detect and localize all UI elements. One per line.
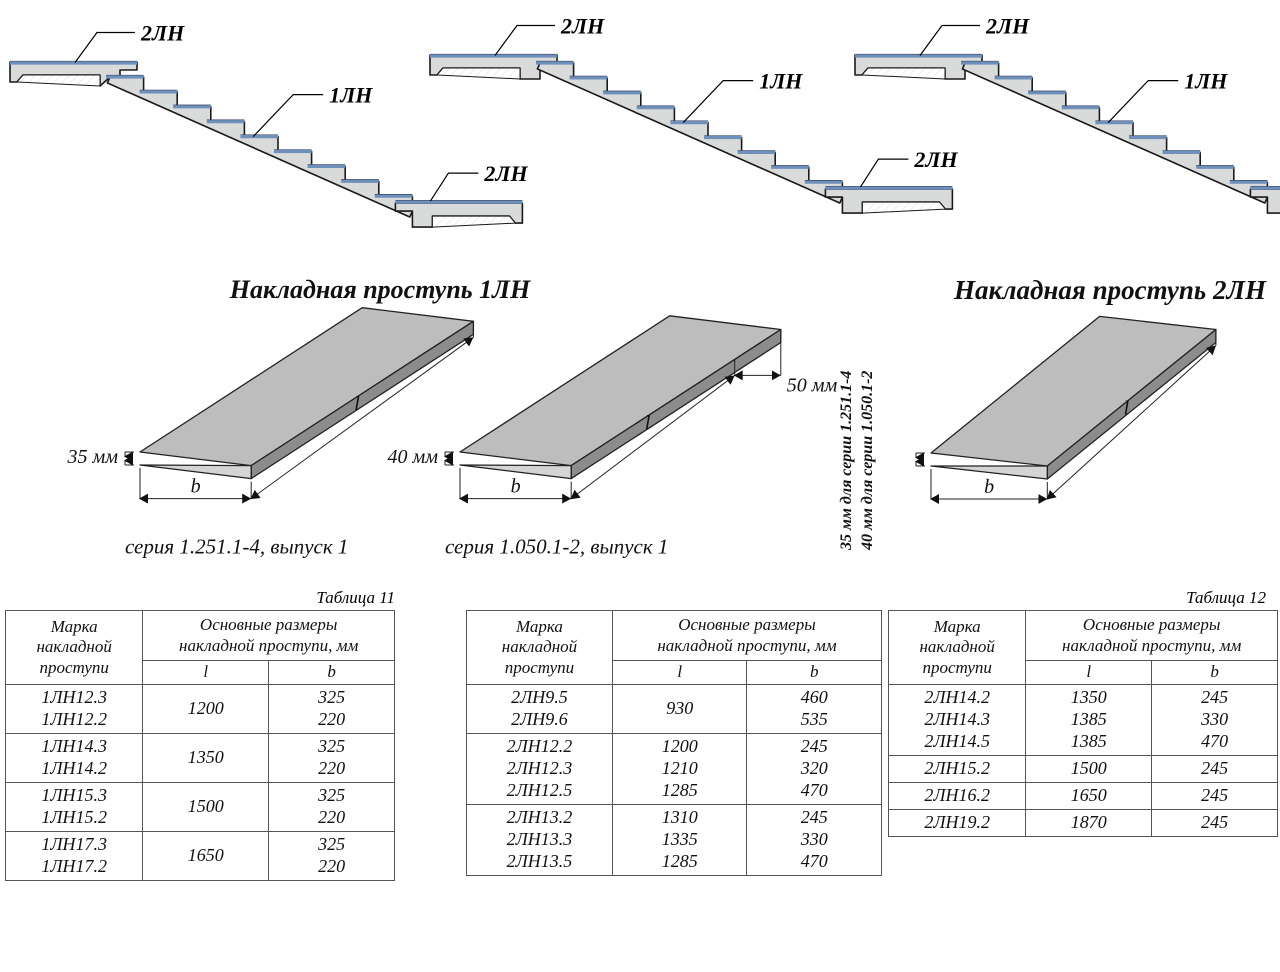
svg-text:b: b [191, 476, 201, 498]
svg-text:2ЛН: 2ЛН [913, 147, 958, 172]
svg-text:b: b [984, 476, 994, 498]
svg-text:35 мм: 35 мм [66, 446, 118, 468]
svg-text:l: l [1124, 397, 1130, 419]
svg-text:серия 1.251.1-4, выпуск 1: серия 1.251.1-4, выпуск 1 [125, 535, 348, 559]
svg-text:1ЛН: 1ЛН [759, 69, 803, 94]
svg-text:1ЛН: 1ЛН [329, 83, 373, 108]
svg-text:b: b [511, 476, 521, 498]
svg-text:2ЛН: 2ЛН [985, 14, 1030, 39]
svg-text:серия 1.050.1-2, выпуск 1: серия 1.050.1-2, выпуск 1 [445, 535, 668, 559]
svg-text:l: l [645, 412, 651, 434]
svg-text:2ЛН: 2ЛН [560, 14, 605, 39]
svg-text:2ЛН: 2ЛН [140, 21, 185, 46]
svg-text:l: l [354, 393, 360, 415]
svg-text:40 мм: 40 мм [387, 446, 438, 468]
svg-text:2ЛН: 2ЛН [483, 161, 528, 186]
svg-text:1ЛН: 1ЛН [1184, 69, 1228, 94]
svg-text:50 мм: 50 мм [787, 374, 838, 396]
